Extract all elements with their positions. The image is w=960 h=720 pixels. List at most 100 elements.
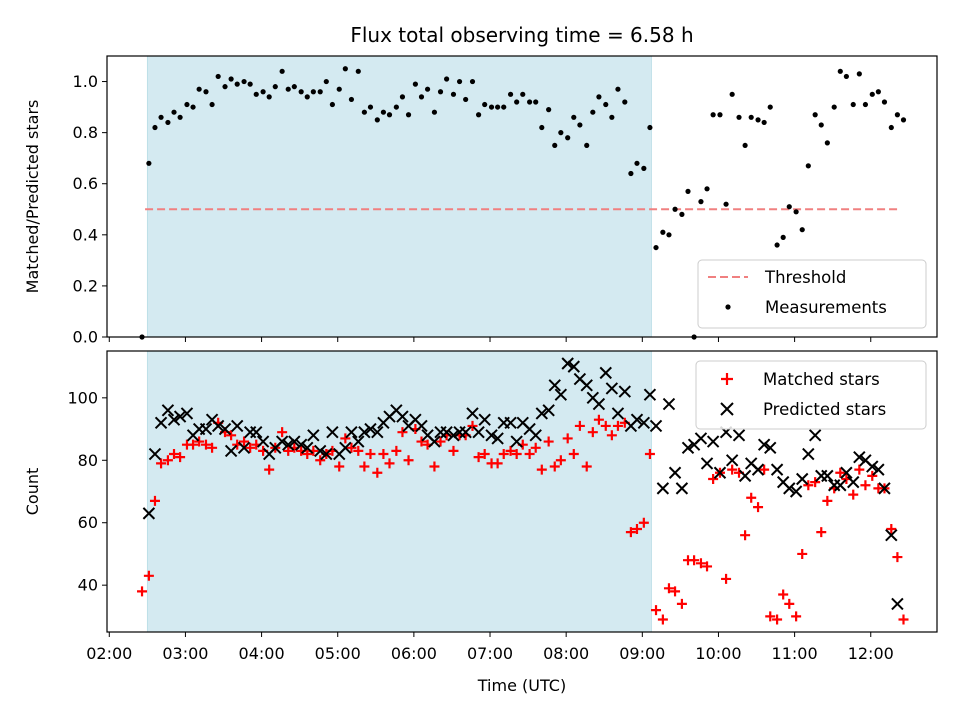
measurement-point — [780, 234, 786, 240]
predicted-star-point — [611, 407, 625, 420]
matched-star-point — [784, 598, 795, 609]
predicted-star-point — [396, 410, 409, 423]
measurement-point — [215, 73, 221, 80]
measurement-point — [539, 124, 545, 131]
measurement-point — [704, 186, 710, 192]
measurement-point — [862, 101, 869, 108]
measurement-point — [469, 78, 476, 85]
matched-star-point — [568, 449, 579, 460]
measurement-point — [317, 89, 323, 95]
predicted-star-point — [364, 422, 377, 436]
predicted-star-point — [371, 425, 384, 439]
measurement-point — [837, 68, 843, 74]
measurement-point — [463, 96, 469, 103]
matched-star-point — [397, 427, 408, 438]
predicted-star-point — [802, 447, 815, 461]
y-tick-label: 0.4 — [73, 225, 98, 244]
matched-stars-series — [137, 414, 909, 625]
predicted-star-point — [218, 422, 232, 436]
matched-star-point — [740, 530, 751, 541]
chart-title: Flux total observing time = 6.58 h — [350, 23, 693, 47]
predicted-star-point — [491, 432, 504, 445]
matched-star-point — [302, 449, 313, 460]
x-axis-label: Time (UTC) — [477, 676, 566, 695]
matched-star-point — [631, 523, 642, 534]
measurement-point — [209, 101, 215, 108]
predicted-star-point — [821, 469, 834, 483]
measurement-point — [736, 114, 742, 120]
predicted-star-point — [167, 413, 181, 426]
legend-predicted-swatch — [720, 402, 734, 416]
measurement-point — [266, 94, 272, 100]
measurement-point — [900, 117, 907, 123]
predicted-star-point — [681, 441, 695, 454]
matched-star-point — [239, 436, 250, 447]
measurement-point — [767, 104, 773, 110]
x-tick-label: 07:00 — [467, 644, 513, 663]
measurement-point — [444, 76, 450, 82]
matched-star-point — [600, 420, 611, 431]
measurement-point — [399, 94, 406, 100]
matched-star-point — [169, 449, 180, 460]
predicted-star-point — [694, 432, 708, 445]
matched-star-point — [587, 427, 598, 438]
observing-window-top — [146, 55, 652, 338]
predicted-star-point — [878, 482, 891, 495]
predicted-star-point — [294, 438, 308, 451]
matched-star-point — [765, 611, 776, 622]
measurement-point — [488, 104, 495, 110]
matched-star-point — [359, 461, 370, 472]
predicted-star-point — [668, 466, 682, 479]
x-tick-label: 02:00 — [86, 644, 132, 663]
measurement-point — [203, 89, 209, 95]
measurement-point — [672, 206, 678, 212]
matched-star-point — [283, 445, 294, 456]
legend-predicted-label: Predicted stars — [763, 400, 886, 419]
measurement-point — [824, 140, 830, 146]
matched-star-point — [797, 548, 808, 559]
predicted-star-point — [872, 463, 885, 476]
measurement-point — [424, 86, 431, 92]
measurement-point — [774, 242, 780, 248]
predicted-star-point — [853, 450, 866, 464]
matched-star-point — [657, 614, 668, 625]
measurement-point — [799, 227, 805, 233]
predicted-star-point — [358, 425, 371, 439]
matched-star-point — [543, 436, 554, 447]
predicted-star-point — [345, 425, 358, 439]
bottom-panel: 40 60 80 100 02:00 03:00 04:00 05:00 06:00 07:00… — [23, 350, 938, 695]
measurement-point — [812, 112, 818, 118]
measurement-point — [571, 114, 577, 120]
predicted-star-point — [643, 388, 657, 401]
matched-star-point — [892, 552, 903, 563]
matched-star-point — [530, 442, 541, 453]
y-tick-label: 1.0 — [73, 72, 98, 91]
predicted-star-point — [840, 466, 853, 479]
measurement-point — [615, 86, 621, 92]
measurement-point — [495, 104, 501, 110]
measurement-point — [596, 94, 602, 100]
measurement-point — [158, 114, 164, 120]
predicted-star-point — [510, 435, 523, 448]
predicted-star-point — [415, 419, 428, 433]
measurement-point — [881, 99, 888, 105]
measurement-point — [514, 99, 520, 105]
top-panel: 0.0 0.2 0.4 0.6 0.8 1.0 Matched/Predicted sta… — [23, 55, 938, 347]
measurement-point — [228, 76, 234, 82]
matched-star-point — [429, 461, 440, 472]
predicted-star-point — [485, 429, 498, 442]
x-tick-label: 04:00 — [239, 644, 285, 663]
measurement-point — [679, 211, 685, 217]
predicted-star-point — [675, 482, 689, 495]
matched-star-point — [498, 449, 509, 460]
predicted-star-point — [472, 425, 485, 439]
predicted-star-point — [529, 429, 542, 442]
matched-star-point — [536, 464, 547, 475]
matched-star-point — [473, 452, 484, 463]
predicted-star-point — [796, 472, 809, 486]
matched-star-point — [803, 480, 814, 491]
observing-window-bottom — [146, 350, 652, 633]
matched-star-point — [435, 436, 446, 447]
predicted-star-point — [211, 419, 225, 433]
